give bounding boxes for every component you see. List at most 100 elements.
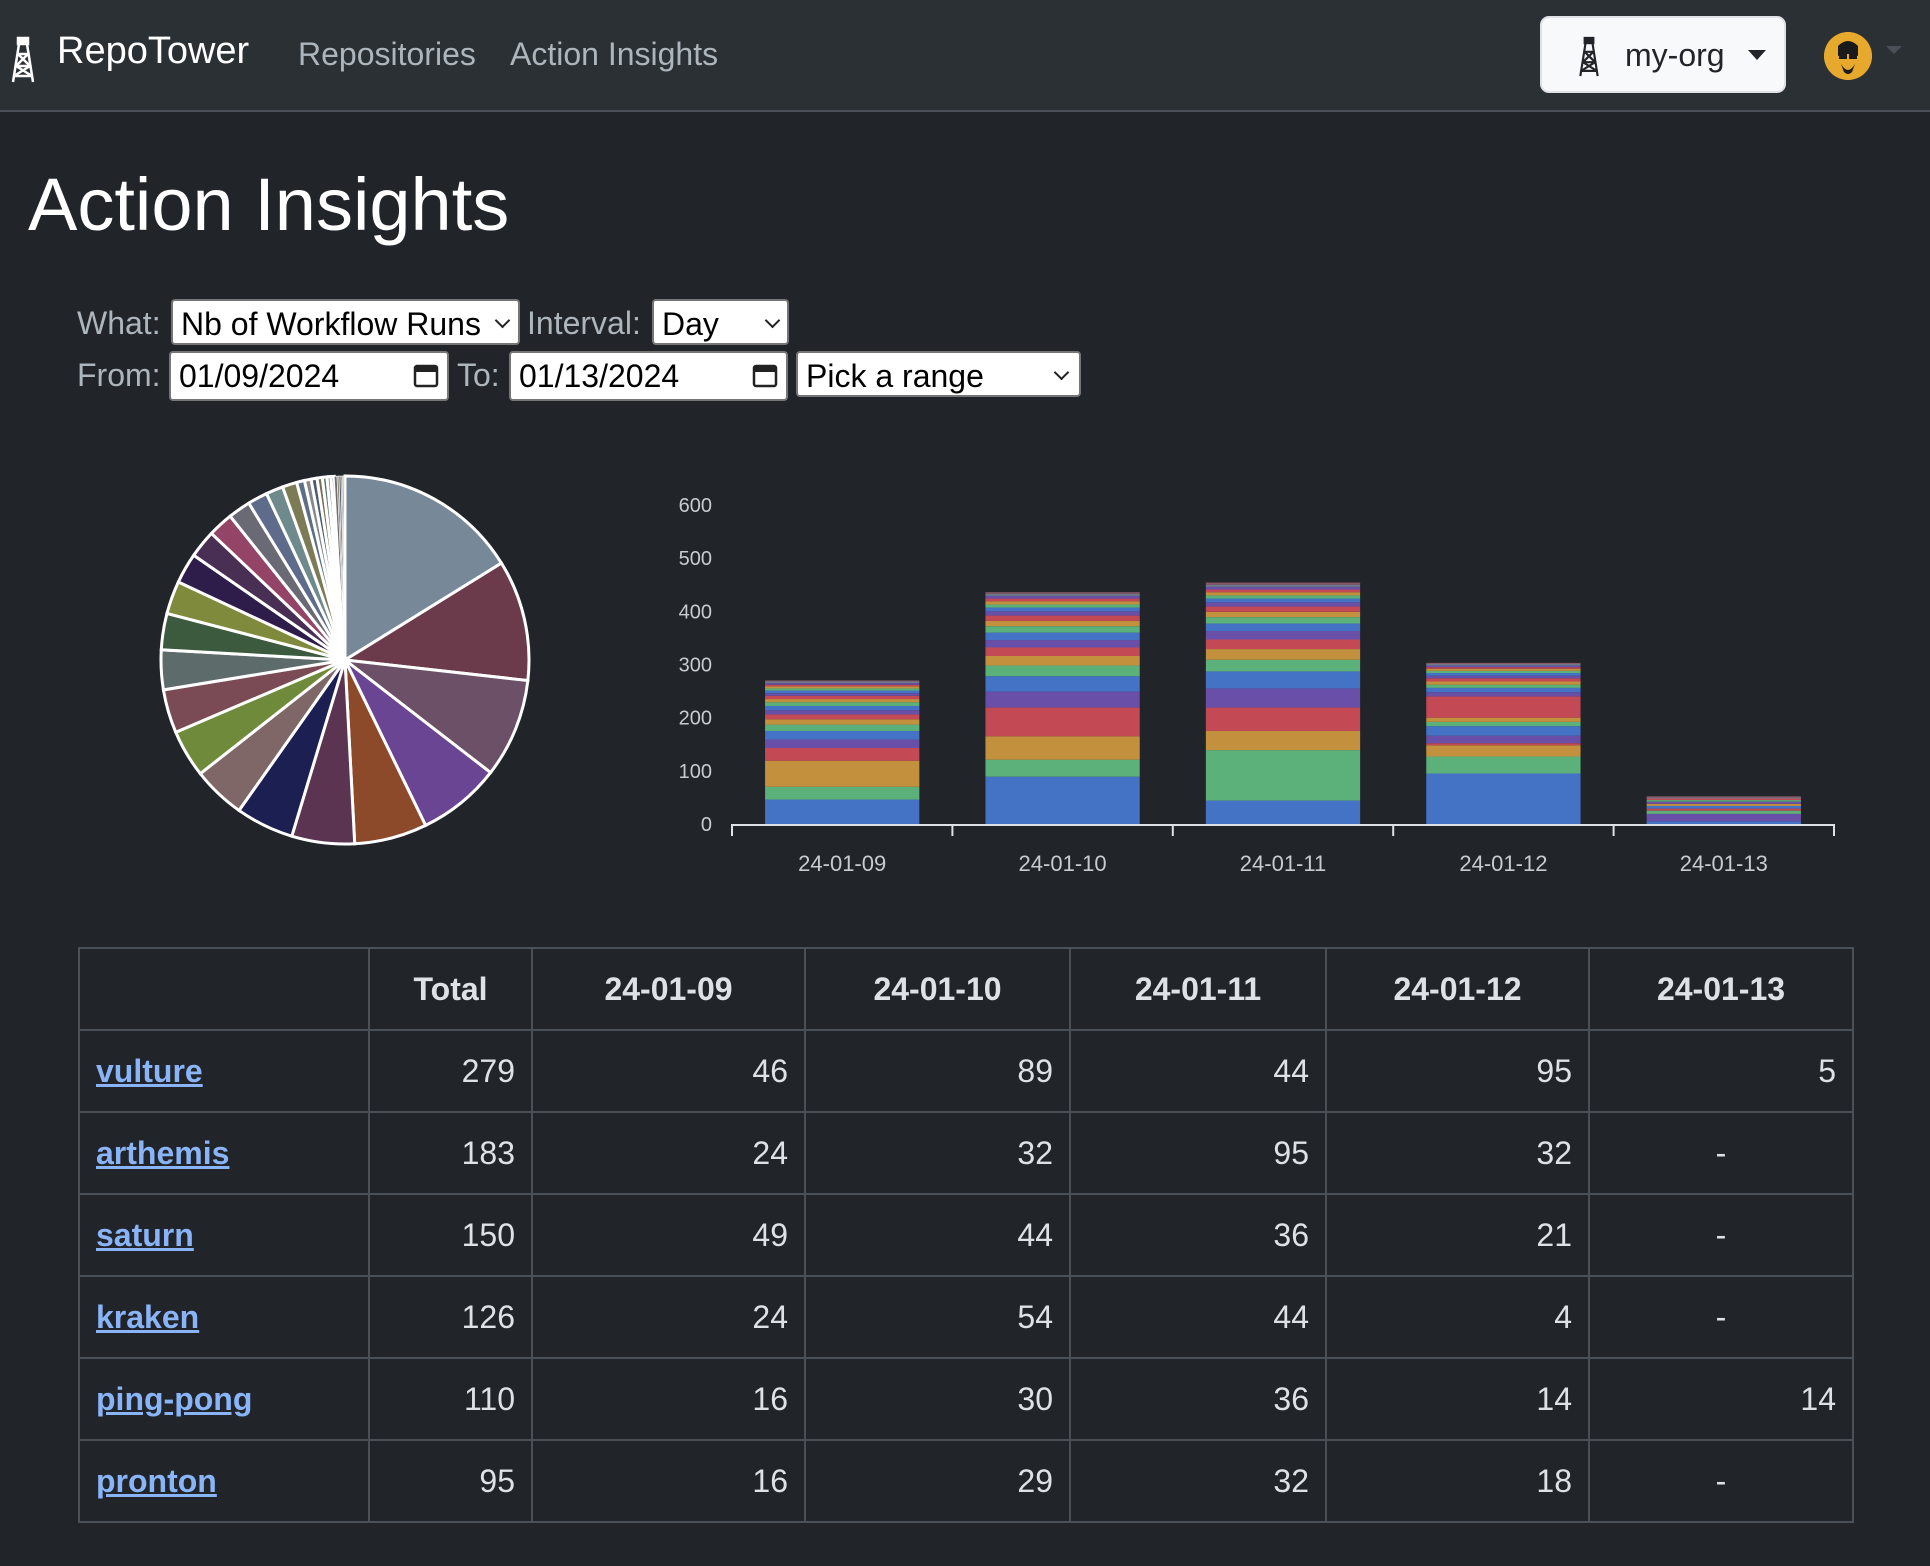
bar-segment[interactable]	[1646, 800, 1801, 802]
bar-segment[interactable]	[1646, 813, 1801, 822]
bar-segment[interactable]	[1205, 623, 1361, 632]
bar-segment[interactable]	[1205, 606, 1361, 612]
bar-segment[interactable]	[985, 595, 1140, 599]
stacked-bar-chart[interactable]: 0 100 200 300 400 500 600 24-01-09 24-01-10 24-01…	[650, 470, 1850, 890]
bar-segment[interactable]	[1426, 673, 1581, 676]
bar-segment[interactable]	[765, 686, 920, 689]
bar-segment[interactable]	[1205, 631, 1361, 640]
bar-segment[interactable]	[1205, 800, 1361, 824]
bar-segment[interactable]	[1205, 602, 1361, 607]
bar-segment[interactable]	[985, 601, 1140, 605]
user-avatar[interactable]	[1824, 32, 1872, 80]
bar-segment[interactable]	[765, 695, 920, 700]
nav-link-action-insights[interactable]: Action Insights	[510, 36, 719, 72]
bar-segment[interactable]	[1426, 663, 1581, 666]
bar-segment[interactable]	[985, 665, 1140, 677]
bar-segment[interactable]	[1205, 671, 1361, 689]
bar-segment[interactable]	[985, 676, 1140, 692]
bar-segment[interactable]	[985, 736, 1140, 760]
bar-segment[interactable]	[765, 702, 920, 706]
bar-segment[interactable]	[1426, 681, 1581, 685]
calendar-icon[interactable]	[413, 362, 439, 388]
bar-segment[interactable]	[1205, 659, 1361, 672]
bar-segment[interactable]	[1205, 707, 1361, 731]
bar-segment[interactable]	[1646, 808, 1801, 811]
bar-segment[interactable]	[985, 632, 1140, 641]
bar-segment[interactable]	[1646, 796, 1801, 798]
bar-segment[interactable]	[1205, 639, 1361, 650]
bar-segment[interactable]	[985, 707, 1140, 737]
bar-segment[interactable]	[985, 607, 1140, 612]
bar-segment[interactable]	[1205, 649, 1361, 660]
bar-segment[interactable]	[1426, 726, 1581, 736]
bar-segment[interactable]	[985, 592, 1140, 594]
pie-slice[interactable]	[343, 474, 504, 663]
bar-segment[interactable]	[1205, 617, 1361, 624]
bar-segment[interactable]	[1426, 745, 1581, 757]
bar-segment[interactable]	[985, 593, 1140, 596]
repo-link[interactable]: saturn	[96, 1216, 194, 1253]
bar-segment[interactable]	[1205, 688, 1361, 708]
bar-segment[interactable]	[985, 620, 1140, 627]
bar-segment[interactable]	[1426, 687, 1581, 693]
bar-segment[interactable]	[985, 640, 1140, 648]
bar-segment[interactable]	[765, 799, 920, 824]
bar-segment[interactable]	[765, 724, 920, 731]
interval-select[interactable]: Day	[652, 299, 789, 345]
bar-segment[interactable]	[765, 690, 920, 694]
bar-segment[interactable]	[1426, 662, 1581, 664]
bar-segment[interactable]	[765, 760, 920, 787]
bar-segment[interactable]	[765, 710, 920, 715]
bar-segment[interactable]	[1426, 692, 1581, 697]
bar-segment[interactable]	[1426, 735, 1581, 744]
bar-segment[interactable]	[765, 681, 920, 684]
bar-segment[interactable]	[765, 739, 920, 748]
pie-chart[interactable]	[155, 470, 535, 850]
avatar-menu-caret-icon[interactable]	[1886, 46, 1902, 54]
bar-segment[interactable]	[765, 714, 920, 720]
bar-segment[interactable]	[1426, 743, 1581, 746]
bar-segment[interactable]	[765, 680, 920, 682]
bar-segment[interactable]	[1426, 675, 1581, 679]
bar-segment[interactable]	[1646, 805, 1801, 809]
brand-name[interactable]: RepoTower	[57, 30, 250, 72]
calendar-icon[interactable]	[752, 362, 778, 388]
bar-segment[interactable]	[765, 693, 920, 696]
bar-segment[interactable]	[1205, 586, 1361, 590]
bar-segment[interactable]	[1426, 667, 1581, 669]
bar-segment[interactable]	[765, 684, 920, 687]
bar-segment[interactable]	[1646, 797, 1801, 799]
bar-segment[interactable]	[1205, 584, 1361, 587]
bar-segment[interactable]	[1646, 803, 1801, 806]
bar-segment[interactable]	[1205, 750, 1361, 801]
repo-link[interactable]: vulture	[96, 1052, 203, 1089]
bar-segment[interactable]	[765, 683, 920, 685]
bar-segment[interactable]	[1205, 589, 1361, 593]
from-date-input[interactable]: 01/09/2024	[169, 351, 449, 401]
range-preset-select[interactable]: Pick a range	[796, 351, 1081, 397]
bar-segment[interactable]	[985, 655, 1140, 666]
bar-segment[interactable]	[985, 647, 1140, 656]
bar-segment[interactable]	[1426, 684, 1581, 688]
bar-segment[interactable]	[985, 691, 1140, 708]
to-date-input[interactable]: 01/13/2024	[509, 351, 788, 401]
tower-logo-icon[interactable]	[8, 36, 38, 84]
bar-segment[interactable]	[1205, 611, 1361, 618]
bar-segment[interactable]	[1426, 668, 1581, 671]
bar-segment[interactable]	[985, 611, 1140, 616]
bar-segment[interactable]	[765, 719, 920, 725]
bar-segment[interactable]	[1205, 592, 1361, 596]
bar-segment[interactable]	[1426, 670, 1581, 674]
bar-segment[interactable]	[1646, 798, 1801, 801]
nav-link-repositories[interactable]: Repositories	[298, 36, 476, 72]
bar-segment[interactable]	[985, 776, 1140, 824]
bar-segment[interactable]	[985, 759, 1140, 777]
bar-segment[interactable]	[1426, 756, 1581, 774]
bar-segment[interactable]	[985, 626, 1140, 633]
bar-segment[interactable]	[765, 747, 920, 761]
bar-segment[interactable]	[1426, 721, 1581, 727]
bar-segment[interactable]	[985, 598, 1140, 602]
pie-slice[interactable]	[340, 561, 531, 683]
pie-slice[interactable]	[339, 657, 530, 775]
bar-segment[interactable]	[765, 688, 920, 691]
